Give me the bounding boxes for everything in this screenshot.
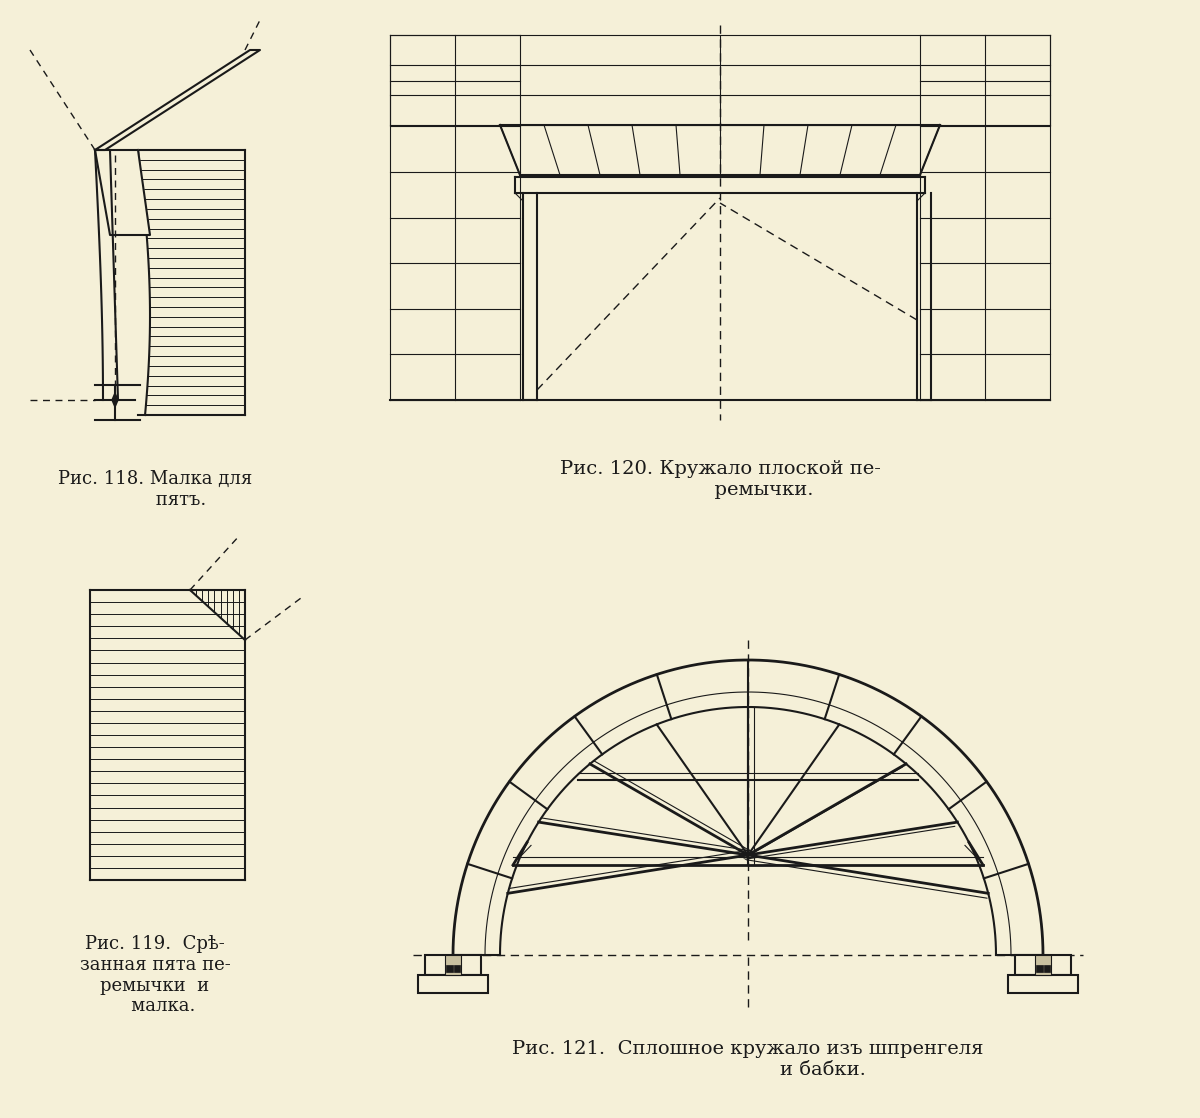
Bar xyxy=(1008,975,1078,993)
Bar xyxy=(1036,965,1043,972)
Text: Рис. 121.  Сплошное кружало изъ шпренгеля
                        и бабки.: Рис. 121. Сплошное кружало изъ шпренгеля… xyxy=(512,1040,984,1079)
Bar xyxy=(446,965,454,972)
Bar xyxy=(454,965,460,972)
Bar xyxy=(1044,965,1050,972)
Bar xyxy=(445,955,461,975)
Bar xyxy=(1034,955,1051,975)
Text: Рис. 120. Кружало плоской пе-
              ремычки.: Рис. 120. Кружало плоской пе- ремычки. xyxy=(559,459,881,499)
Text: Рис. 118. Малка для
         пятъ.: Рис. 118. Малка для пятъ. xyxy=(58,470,252,509)
Text: Рис. 119.  Срѣ-
занная пята пе-
ремычки  и
   малка.: Рис. 119. Срѣ- занная пята пе- ремычки и… xyxy=(79,935,230,1015)
Polygon shape xyxy=(112,394,118,407)
Bar xyxy=(418,975,488,993)
Polygon shape xyxy=(95,150,150,235)
Bar xyxy=(1015,955,1072,975)
Bar xyxy=(425,955,481,975)
Polygon shape xyxy=(95,50,260,150)
